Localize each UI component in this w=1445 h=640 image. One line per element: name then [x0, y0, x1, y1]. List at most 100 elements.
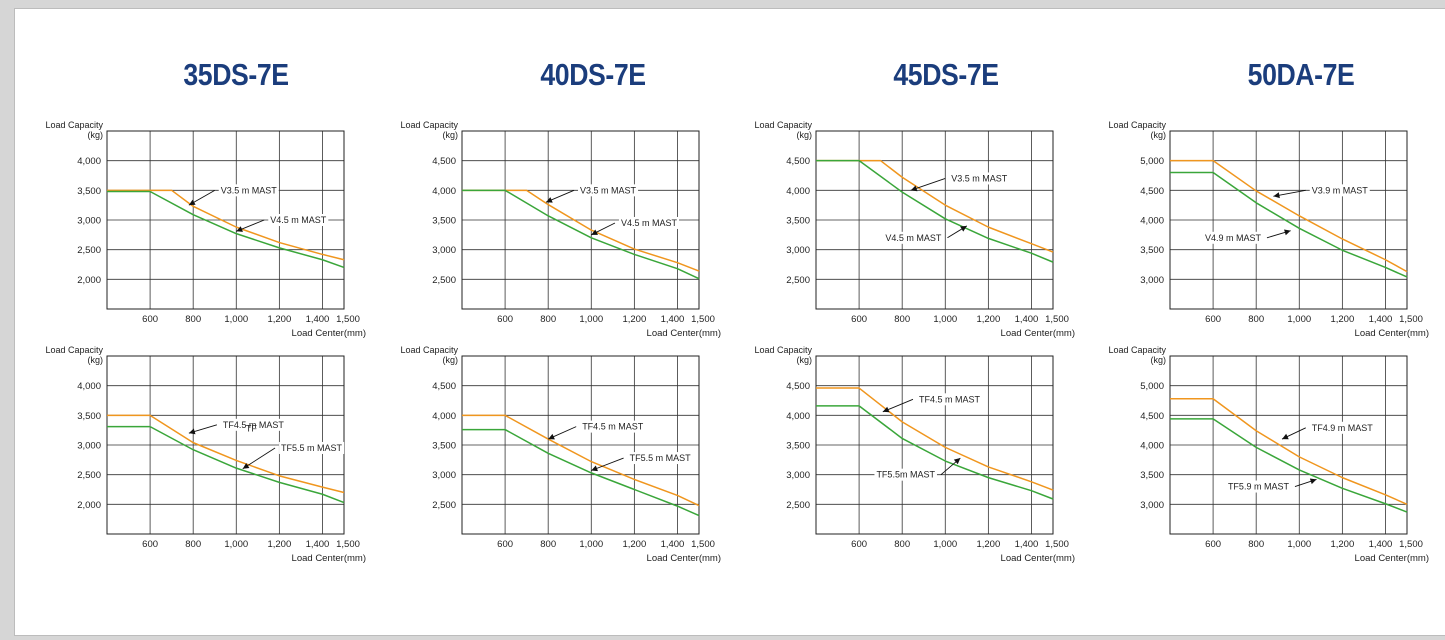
x-tick-label: 1,500 [336, 539, 360, 550]
mast-label-background [883, 231, 944, 244]
leader-arrow [960, 225, 967, 232]
mast-annotation: TF4.5 m MAST [547, 420, 646, 440]
x-tick-label: 1,400 [306, 539, 330, 550]
mast-annotation: TF5.5 m MAST [242, 441, 345, 470]
leader-arrow [548, 433, 555, 440]
mast-annotation: V3.5 m MAST [188, 184, 279, 206]
x-tick-label: 1,200 [1330, 314, 1354, 325]
plot-frame [1169, 130, 1408, 310]
mast-label-background [1309, 421, 1375, 434]
chart-45ds-7e-v-mast: Load Capacity(kg) 4,500 4,000 3,500 3,000 2,5… [754, 120, 1075, 339]
x-tick-label: 600 [497, 314, 513, 325]
x-tick-label: 1,400 [661, 314, 685, 325]
x-tick-label: 1,400 [661, 539, 685, 550]
y-tick-label: 3,000 [432, 470, 456, 481]
y-axis-unit: (kg) [1151, 130, 1167, 140]
mast-label: TF5.5 m MAST [281, 443, 343, 453]
plot-frame [815, 130, 1054, 310]
y-tick-label: 5,000 [1140, 381, 1164, 392]
mast-annotation: TF4.5 m MAST [188, 418, 286, 435]
x-tick-label: 600 [1205, 314, 1221, 325]
leader-arrow [242, 462, 250, 469]
y-axis-title: Load Capacity [1108, 345, 1166, 355]
y-tick-label: 2,500 [786, 275, 810, 286]
series-line-orange [1170, 159, 1408, 273]
x-tick-label: 1,400 [1369, 539, 1393, 550]
y-tick-label: 2,500 [432, 500, 456, 511]
mast-label: V3.5 m MAST [221, 185, 278, 195]
mast-label-background [268, 214, 329, 226]
x-tick-label: 1,200 [267, 314, 291, 325]
model-title-35ds-7e: 35DS-7E [183, 57, 289, 92]
y-tick-label: 4,000 [786, 411, 810, 422]
series-line-orange [816, 159, 1054, 253]
series-line-green [816, 405, 1054, 500]
mast-annotation: TF5.5m MAST [874, 457, 961, 481]
series-line-green [1170, 171, 1408, 278]
leader-arrow [188, 199, 196, 206]
series-line-green [1170, 418, 1408, 513]
plot-frame [106, 130, 345, 310]
leader-arrow [1309, 478, 1317, 485]
chart-grid [816, 356, 1054, 534]
y-tick-label: 3,000 [1140, 500, 1164, 511]
mast-annotation: V4.5 m MAST [236, 214, 329, 232]
y-tick-label: 2,000 [77, 500, 101, 511]
chart-grid [816, 131, 1054, 309]
y-axis-unit: (kg) [797, 355, 813, 365]
y-tick-label: 2,500 [786, 500, 810, 511]
chart-35ds-7e-v-mast: Load Capacity(kg) 4,000 3,500 3,000 2,500 2,0… [45, 120, 366, 339]
x-tick-label: 1,500 [1045, 314, 1069, 325]
series-line-orange [107, 414, 345, 494]
model-title-40ds-7e: 40DS-7E [540, 57, 646, 92]
leader-line [242, 447, 276, 470]
y-axis-title: Load Capacity [400, 120, 458, 130]
x-tick-label: 1,400 [1015, 539, 1039, 550]
x-axis-title: Load Center(mm) [647, 553, 721, 564]
x-tick-label: 800 [1248, 539, 1264, 550]
y-tick-label: 4,000 [77, 156, 101, 167]
y-tick-label: 3,500 [432, 216, 456, 227]
mast-label-background [949, 172, 1010, 185]
y-tick-label: 4,000 [432, 411, 456, 422]
mast-label-background [1202, 231, 1263, 244]
x-tick-label: 1,200 [622, 539, 646, 550]
mast-annotation: V4.9 m MAST [1202, 229, 1291, 244]
mast-annotation: TF5.5 m MAST [591, 452, 693, 472]
mast-label-background [220, 418, 286, 431]
y-axis-title: Load Capacity [1108, 120, 1166, 130]
mast-label-background [218, 184, 279, 197]
x-tick-label: 1,000 [579, 539, 603, 550]
y-tick-label: 3,000 [77, 441, 101, 452]
mast-annotation: V3.5 m MAST [545, 184, 639, 203]
series-line-green [462, 189, 700, 280]
x-tick-label: 1,400 [1015, 314, 1039, 325]
leader-arrow [546, 197, 553, 203]
mast-label: V4.5 m MAST [621, 218, 678, 228]
y-axis-title: Load Capacity [400, 345, 458, 355]
y-axis-unit: (kg) [443, 130, 459, 140]
y-axis-title: Load Capacity [45, 120, 103, 130]
mast-label: TF5.5m MAST [876, 470, 935, 480]
mast-label-background [1309, 184, 1370, 197]
mast-label: V3.5 m MAST [580, 185, 637, 195]
mast-label: V4.5 m MAST [885, 233, 942, 243]
y-tick-label: 3,000 [1140, 275, 1164, 286]
x-tick-label: 800 [185, 314, 201, 325]
x-tick-label: 1,400 [1369, 314, 1393, 325]
chart-50da-7e-v-mast: Load Capacity(kg) 5,000 4,500 4,000 3,500 3,0… [1108, 120, 1429, 339]
mast-label: TF4.5 m MAST [919, 394, 981, 404]
model-title-50da-7e: 50DA-7E [1247, 57, 1355, 92]
x-axis-title: Load Center(mm) [1001, 553, 1075, 564]
mast-label-background [1225, 480, 1291, 493]
y-tick-label: 3,500 [1140, 245, 1164, 256]
y-tick-label: 3,000 [786, 470, 810, 481]
y-tick-label: 2,000 [77, 275, 101, 286]
x-tick-label: 600 [851, 314, 867, 325]
mast-label: V3.9 m MAST [1312, 185, 1369, 195]
series-line-orange [462, 414, 700, 507]
x-tick-label: 800 [894, 314, 910, 325]
chart-40ds-7e-tf-mast: Load Capacity(kg) 4,500 4,000 3,500 3,000 2,5… [400, 345, 721, 564]
leader-line [910, 178, 946, 191]
x-tick-label: 1,000 [933, 314, 957, 325]
